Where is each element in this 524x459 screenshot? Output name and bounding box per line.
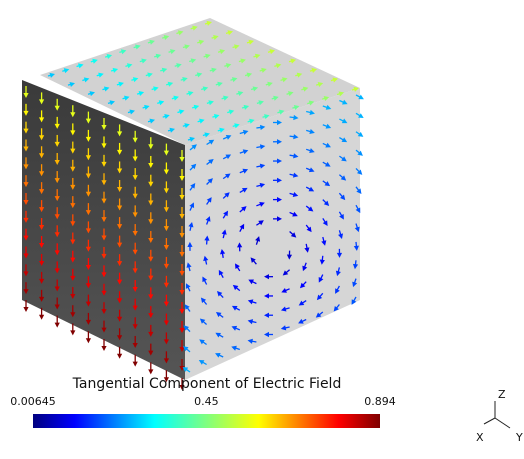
arrow-head bbox=[148, 369, 153, 374]
arrow-head bbox=[55, 323, 60, 328]
colorbar-ticks: 0.00645 0.45 0.894 bbox=[10, 395, 396, 408]
x-axis bbox=[484, 418, 495, 424]
viewport: Tangential Component of Electric Field 0… bbox=[0, 0, 524, 459]
arrow-head bbox=[23, 307, 28, 312]
y-label: Y bbox=[515, 431, 523, 444]
axes-triad bbox=[484, 401, 510, 428]
z-label: Z bbox=[498, 388, 506, 401]
x-label: X bbox=[476, 431, 484, 444]
colorbar-title: Tangential Component of Electric Field bbox=[72, 376, 342, 392]
colorbar-tick-label: 0.45 bbox=[194, 395, 219, 408]
arrow-head bbox=[86, 338, 91, 343]
arrow-head bbox=[117, 354, 122, 359]
arrow-head bbox=[133, 362, 138, 367]
arrow-head bbox=[70, 330, 75, 335]
colorbar-tick-label: 0.894 bbox=[364, 395, 396, 408]
colorbar-tick-label: 0.00645 bbox=[10, 395, 56, 408]
colorbar bbox=[33, 414, 380, 428]
arrow-head bbox=[39, 315, 44, 320]
arrow-head bbox=[101, 346, 106, 351]
y-axis bbox=[495, 418, 510, 428]
